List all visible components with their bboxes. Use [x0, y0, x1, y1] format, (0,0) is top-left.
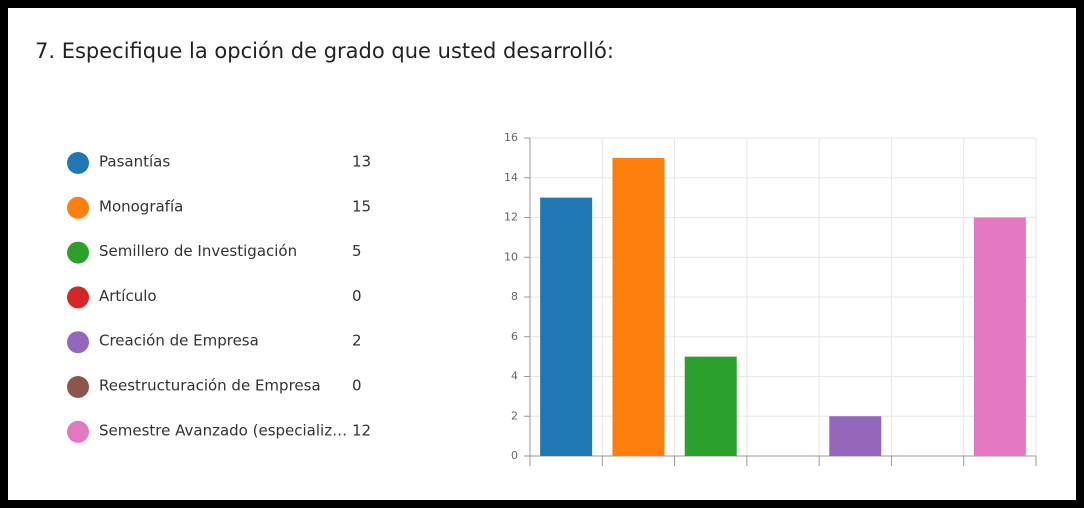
- bar: [612, 157, 665, 456]
- y-tick-label: 10: [504, 250, 518, 263]
- y-tick-label: 6: [511, 330, 518, 343]
- legend-value: 13: [352, 153, 371, 171]
- y-tick-label: 2: [511, 409, 518, 422]
- bar: [684, 356, 737, 456]
- legend-swatch: [67, 331, 89, 354]
- legend-label: Monografía: [99, 197, 183, 215]
- legend-swatch: [67, 420, 89, 443]
- bar: [973, 217, 1026, 456]
- legend-label: Semillero de Investigación: [99, 242, 297, 260]
- chart-title: 7. Especifique la opción de grado que us…: [35, 39, 614, 63]
- legend-value: 5: [352, 242, 362, 260]
- legend-label: Semestre Avanzado (especializ…: [99, 421, 347, 439]
- legend-value: 0: [352, 287, 362, 305]
- bar: [829, 416, 882, 456]
- legend-label: Creación de Empresa: [99, 332, 259, 350]
- legend-value: 2: [352, 332, 362, 350]
- y-tick-label: 4: [511, 370, 518, 383]
- legend-label: Pasantías: [99, 153, 170, 171]
- y-tick-label: 0: [511, 449, 518, 462]
- y-tick-label: 14: [504, 171, 518, 184]
- legend-swatch: [67, 241, 89, 264]
- legend-swatch: [67, 376, 89, 398]
- legend-value: 0: [352, 377, 362, 395]
- legend-swatch: [67, 286, 89, 309]
- legend-value: 15: [352, 197, 371, 215]
- legend-value: 12: [352, 421, 371, 439]
- legend-swatch: [67, 152, 89, 174]
- legend-swatch: [67, 196, 89, 219]
- y-tick-label: 12: [504, 211, 518, 224]
- y-tick-label: 8: [511, 290, 518, 303]
- legend-label: Reestructuración de Empresa: [99, 377, 321, 395]
- y-tick-label: 16: [504, 131, 518, 144]
- bar: [540, 197, 593, 456]
- legend-label: Artículo: [99, 287, 157, 305]
